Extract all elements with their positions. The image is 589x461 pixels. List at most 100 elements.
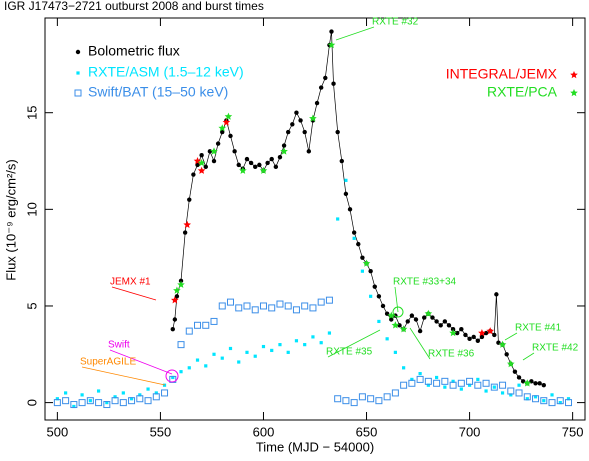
data-point [284, 302, 292, 310]
data-point [179, 370, 183, 374]
data-point [237, 360, 241, 364]
data-point [486, 327, 494, 335]
annotation-pointer [522, 352, 535, 361]
data-point [253, 164, 258, 170]
data-point [368, 268, 373, 274]
data-point [335, 129, 340, 135]
annotation-pointer [81, 366, 166, 386]
annotation: RXTE #36 [428, 349, 475, 360]
data-point [467, 383, 472, 387]
x-axis-label: Time (MJD − 54000) [256, 439, 374, 454]
data-point [183, 220, 191, 228]
data-point [270, 348, 274, 353]
data-point [177, 280, 185, 288]
data-point [424, 309, 433, 317]
data-point [466, 377, 474, 385]
data-point [356, 241, 361, 247]
data-point [311, 335, 315, 339]
annotation: RXTE #35 [326, 347, 373, 358]
data-point [402, 366, 406, 370]
data-point [351, 230, 357, 235]
data-point [182, 230, 188, 235]
data-point [516, 375, 522, 380]
data-point [303, 343, 307, 347]
data-point [500, 391, 505, 395]
data-point [309, 114, 317, 122]
data-point [451, 379, 455, 383]
y-tick-label: 5 [24, 302, 39, 309]
data-point [111, 397, 119, 405]
data-point [170, 326, 175, 332]
data-point [138, 393, 142, 397]
x-tick-label: 550 [150, 424, 172, 439]
data-point [257, 162, 262, 168]
data-point [302, 129, 307, 135]
data-point [492, 332, 497, 338]
data-point [265, 160, 270, 166]
data-point [224, 112, 233, 120]
data-point [259, 302, 267, 310]
pca-marker [392, 306, 404, 318]
data-point [329, 29, 334, 34]
data-point [449, 381, 457, 389]
data-point [323, 75, 328, 81]
data-point [239, 166, 247, 174]
data-point [317, 298, 325, 306]
data-point [342, 397, 350, 405]
data-point [325, 296, 333, 304]
data-point [517, 383, 521, 387]
data-point [369, 294, 373, 298]
data-point [70, 401, 78, 409]
data-point [455, 330, 460, 336]
data-point [152, 393, 160, 401]
data-point [410, 377, 414, 382]
data-point [298, 118, 303, 123]
data-point [418, 372, 422, 376]
legend-marker [76, 71, 80, 75]
data-point [509, 393, 513, 397]
data-point [187, 366, 191, 370]
data-point [243, 302, 251, 310]
data-point [220, 356, 224, 360]
data-point [245, 350, 249, 354]
data-point [185, 327, 193, 335]
data-point [286, 350, 290, 354]
data-point [331, 81, 336, 86]
data-point [533, 395, 538, 399]
data-point [261, 344, 266, 349]
data-point [385, 337, 389, 341]
data-point [202, 321, 210, 329]
legend-marker [570, 71, 578, 79]
annotation: Swift [108, 340, 130, 351]
data-point [367, 395, 375, 403]
annotation-pointer [335, 26, 375, 41]
data-point [512, 369, 518, 374]
data-point [372, 284, 377, 289]
x-tick-label: 500 [47, 424, 69, 439]
data-point [347, 207, 353, 212]
data-point [253, 354, 257, 358]
data-point [548, 399, 556, 407]
data-point [344, 178, 348, 182]
data-point [525, 397, 529, 401]
annotation-pointer [109, 349, 173, 375]
data-point [377, 319, 381, 324]
data-point [376, 294, 382, 299]
data-point [95, 399, 103, 407]
data-point [417, 328, 423, 334]
data-point [537, 381, 542, 386]
data-point [309, 304, 317, 312]
data-point [393, 350, 397, 354]
data-point [435, 375, 439, 380]
plot-frame [44, 17, 586, 421]
data-point [259, 166, 268, 174]
legend-label: INTEGRAL/JEMX [446, 66, 558, 82]
data-point [533, 381, 538, 386]
data-point [375, 397, 383, 405]
data-point [72, 404, 76, 409]
data-point [174, 294, 180, 299]
data-point [318, 85, 324, 90]
data-point [128, 397, 136, 405]
data-point [499, 381, 507, 389]
data-point [479, 334, 485, 340]
